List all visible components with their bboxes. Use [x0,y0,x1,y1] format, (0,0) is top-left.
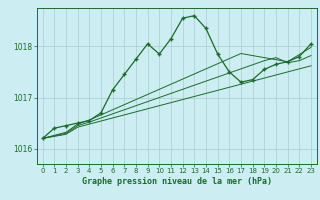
X-axis label: Graphe pression niveau de la mer (hPa): Graphe pression niveau de la mer (hPa) [82,177,272,186]
